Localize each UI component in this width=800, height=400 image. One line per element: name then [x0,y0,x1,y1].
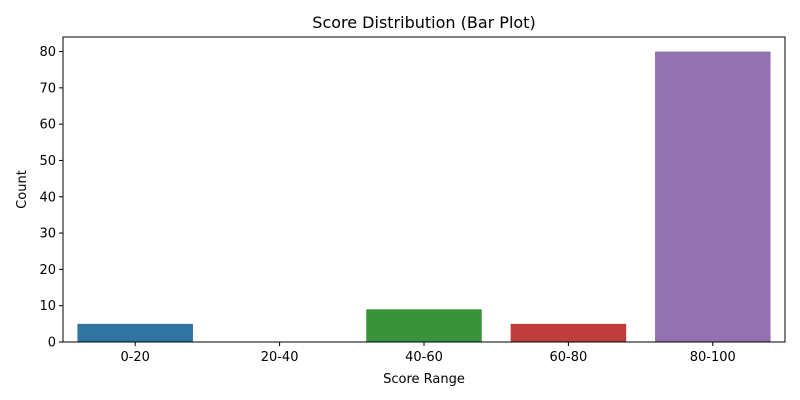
y-tick-label: 40 [39,190,56,205]
bar-0-20 [77,323,193,342]
y-tick-label: 80 [39,45,56,60]
y-axis-label: Count [15,170,30,209]
bar-40-60 [366,309,482,342]
bar-80-100 [655,51,771,343]
y-tick-label: 70 [39,81,56,96]
chart-title: Score Distribution (Bar Plot) [312,13,535,32]
x-tick-label: 80-100 [690,350,736,365]
bar-60-80 [510,323,627,342]
x-axis-ticks: 0-20 20-40 40-60 60-80 80-100 [120,342,736,365]
y-tick-label: 10 [39,299,56,314]
plot-frame [62,36,786,343]
y-axis-ticks: 0 10 20 30 40 50 60 70 80 [39,45,63,351]
x-tick-label: 20-40 [261,350,299,365]
y-tick-label: 20 [39,263,56,278]
x-tick-label: 40-60 [405,350,443,365]
y-tick-label: 30 [39,227,56,242]
bars-group [77,51,771,343]
x-tick-label: 60-80 [550,350,588,365]
y-tick-label: 0 [48,336,56,351]
x-axis-label: Score Range [383,372,465,387]
y-tick-label: 50 [39,154,56,169]
y-tick-label: 60 [39,118,56,133]
x-tick-label: 0-20 [120,350,150,365]
